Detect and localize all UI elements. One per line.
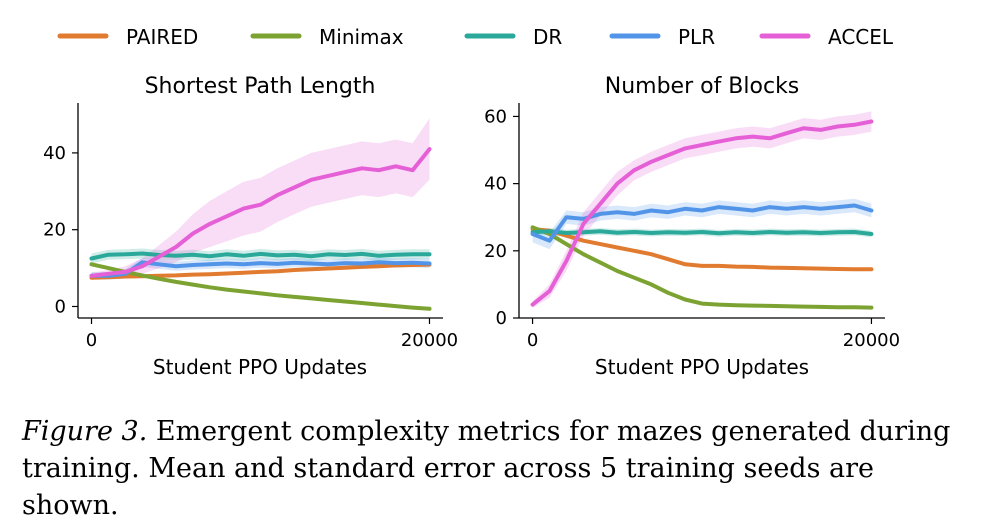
legend-label-accel: ACCEL (828, 25, 894, 49)
series-line-minimax (89, 262, 432, 311)
series-line-dr (89, 251, 432, 261)
caption-text: Emergent complexity metrics for mazes ge… (22, 416, 951, 521)
panel-shortest-path-length: Shortest Path Length Student PPO Updates… (43, 74, 458, 379)
error-band-accel (532, 111, 872, 308)
y-tick-label: 0 (55, 296, 66, 317)
panel-title: Number of Blocks (605, 74, 800, 99)
y-tick-label: 40 (484, 174, 507, 195)
x-axis-label: Student PPO Updates (595, 355, 809, 379)
x-tick-label: 0 (527, 330, 538, 351)
x-tick-label: 20000 (401, 330, 458, 351)
series-line-accel (530, 119, 874, 307)
legend-label-dr: DR (533, 25, 562, 49)
series-line-dr (530, 229, 874, 236)
x-tick-label: 0 (86, 330, 97, 351)
y-tick-label: 60 (484, 106, 507, 127)
x-tick-label: 20000 (843, 330, 900, 351)
series-line-accel (89, 147, 432, 278)
figure-caption: Figure 3. Emergent complexity metrics fo… (22, 413, 972, 524)
caption-label: Figure 3. (22, 416, 148, 447)
series-line-paired (530, 227, 874, 272)
legend-label-minimax: Minimax (319, 25, 404, 49)
y-tick-label: 0 (496, 308, 507, 329)
series-line-minimax (530, 225, 874, 310)
x-axis-label: Student PPO Updates (153, 355, 367, 379)
y-tick-label: 20 (484, 241, 507, 262)
panel-number-of-blocks: Number of Blocks Student PPO Updates 0 20… (484, 74, 900, 379)
legend-label-paired: PAIRED (126, 25, 198, 49)
figure: PAIRED Minimax DR PLR ACCEL Shortest Path Le… (43, 25, 900, 379)
legend: PAIRED Minimax DR PLR ACCEL (57, 25, 894, 49)
y-tick-label: 20 (43, 220, 66, 241)
error-band-dr (91, 248, 430, 264)
legend-label-plr: PLR (678, 25, 715, 49)
error-band-accel (91, 118, 430, 279)
y-tick-label: 40 (43, 143, 66, 164)
panel-title: Shortest Path Length (145, 74, 376, 99)
